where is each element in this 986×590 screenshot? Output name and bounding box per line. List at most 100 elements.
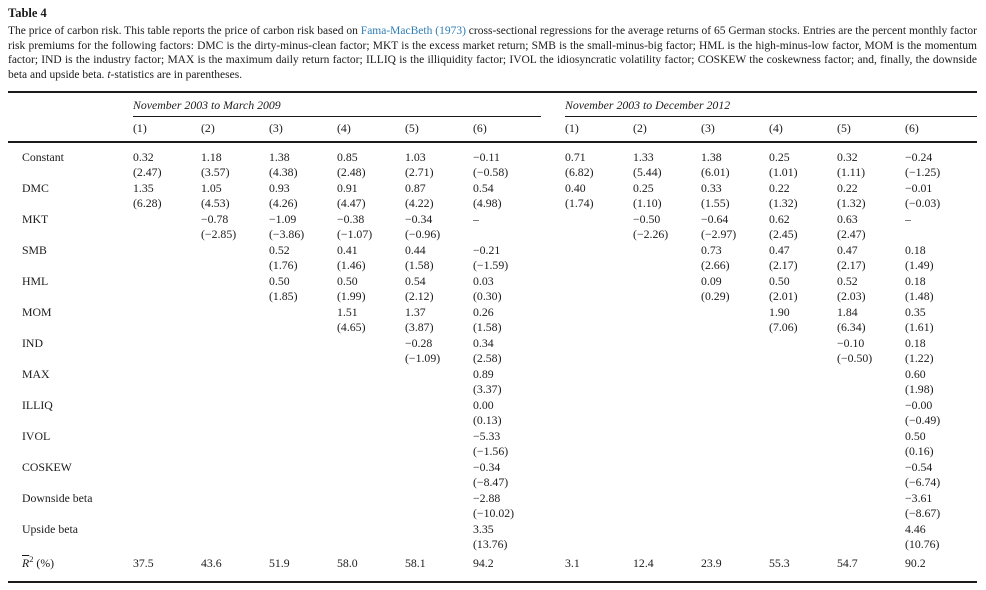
tstat-cell	[701, 537, 769, 553]
value-cell	[837, 398, 905, 414]
value-cell	[769, 522, 837, 538]
tstat-cell: (2.12)	[405, 289, 434, 304]
value-cell: 0.03	[473, 273, 494, 288]
panel-gap-spacer	[541, 116, 566, 143]
tstat-cell: (2.17)	[769, 258, 798, 273]
tstat-cell: (−1.56)	[473, 444, 509, 459]
tstat-cell: (1.01)	[769, 165, 798, 180]
tstat-cell	[837, 475, 905, 491]
panel-gap-spacer	[541, 382, 565, 398]
column-header: (2)	[201, 116, 269, 143]
tstat-cell	[769, 351, 837, 367]
value-cell	[405, 398, 473, 414]
value-cell	[269, 336, 337, 352]
row-label: COSKEW	[22, 459, 72, 474]
tstat-cell	[565, 537, 633, 553]
caption-text-part1: The price of carbon risk. This table rep…	[8, 25, 361, 37]
tstat-cell	[633, 475, 701, 491]
r-squared-value: 43.6	[201, 555, 222, 570]
tstat-cell	[701, 382, 769, 398]
tstat-cell: (1.32)	[837, 196, 866, 211]
tstat-cell: (6.82)	[565, 165, 594, 180]
panel-gap-spacer	[541, 320, 565, 336]
column-header: (6)	[473, 116, 542, 143]
fama-macbeth-citation-link[interactable]: Fama-MacBeth (1973)	[360, 25, 466, 37]
tstat-cell: (7.06)	[769, 320, 798, 335]
row-label-spacer	[8, 351, 133, 367]
caption-t-italic: t	[107, 69, 111, 82]
value-cell	[133, 491, 201, 507]
tstat-cell: (2.58)	[473, 351, 502, 366]
tstat-cell	[565, 444, 633, 460]
r-squared-value: 3.1	[565, 555, 580, 570]
value-cell	[269, 305, 337, 321]
row-label: Downside beta	[22, 490, 93, 505]
factor-tstat-row: (3.37) (1.98)	[8, 382, 977, 398]
panel-gap-spacer	[541, 212, 565, 228]
caption-text-part2: cross-sectional regressions for the aver…	[8, 25, 977, 82]
column-header: (4)	[337, 116, 405, 143]
r-squared-value: 51.9	[269, 555, 290, 570]
value-cell: 1.90	[769, 304, 790, 319]
r-squared-value: 12.4	[633, 555, 654, 570]
tstat-cell	[633, 506, 701, 522]
tstat-cell: (1.74)	[565, 196, 594, 211]
tstat-cell: (2.71)	[405, 165, 434, 180]
tstat-cell: (−2.26)	[633, 227, 669, 242]
tstat-cell: (1.58)	[473, 320, 502, 335]
tstat-cell: (4.26)	[269, 196, 298, 211]
value-cell: 0.93	[269, 180, 290, 195]
factor-value-row: IND −0.28 0.34 −0.10 0.18	[8, 336, 977, 352]
value-cell: −0.64	[701, 211, 729, 226]
value-cell: 0.85	[337, 149, 358, 164]
factor-value-row: Constant 0.32 1.18 1.38 0.85 1.03 −0.11 0.71 1.3…	[8, 142, 977, 166]
value-cell	[405, 460, 473, 476]
r-squared-value: 94.2	[473, 555, 494, 570]
panel-gap-spacer	[541, 289, 565, 305]
value-cell: 0.50	[905, 428, 926, 443]
tstat-cell: (0.16)	[905, 444, 934, 459]
r-bar-symbol: R	[22, 555, 30, 570]
tstat-cell	[565, 258, 633, 274]
tstat-cell	[565, 382, 633, 398]
panel-gap-spacer	[541, 553, 565, 583]
panel-gap-spacer	[541, 227, 565, 243]
row-label-spacer	[8, 382, 133, 398]
tstat-cell	[905, 227, 977, 243]
tstat-cell	[633, 258, 701, 274]
row-label: IND	[22, 335, 43, 350]
value-cell	[565, 491, 633, 507]
value-cell	[201, 305, 269, 321]
tstat-cell	[269, 413, 337, 429]
tstat-cell	[565, 320, 633, 336]
tstat-cell	[133, 227, 201, 243]
tstat-cell	[133, 289, 201, 305]
value-cell	[633, 305, 701, 321]
tstat-cell	[133, 475, 201, 491]
tstat-cell	[269, 537, 337, 553]
value-cell	[701, 460, 769, 476]
value-cell: 0.22	[769, 180, 790, 195]
tstat-cell	[269, 351, 337, 367]
tstat-cell: (4.22)	[405, 196, 434, 211]
panel-gap-spacer	[541, 165, 565, 181]
value-cell	[837, 429, 905, 445]
value-cell: 0.89	[473, 366, 494, 381]
value-cell	[769, 367, 837, 383]
value-cell	[837, 491, 905, 507]
value-cell	[133, 305, 201, 321]
tstat-cell	[133, 506, 201, 522]
value-cell: 0.18	[905, 335, 926, 350]
factor-value-row: Downside beta −2.88 −3.61	[8, 491, 977, 507]
r-squared-label: R2 (%)	[8, 553, 133, 583]
value-cell: −5.33	[473, 428, 501, 443]
value-cell	[405, 429, 473, 445]
panel-gap-spacer	[541, 351, 565, 367]
tstat-cell: (1.48)	[905, 289, 934, 304]
value-cell: 0.33	[701, 180, 722, 195]
factor-value-row: DMC 1.35 1.05 0.93 0.91 0.87 0.54 0.40 0.25 0.33 0…	[8, 181, 977, 197]
table-description: The price of carbon risk. This table rep…	[8, 24, 977, 83]
tstat-cell	[633, 351, 701, 367]
value-cell: −0.11	[473, 149, 500, 164]
tstat-cell: (2.48)	[337, 165, 366, 180]
